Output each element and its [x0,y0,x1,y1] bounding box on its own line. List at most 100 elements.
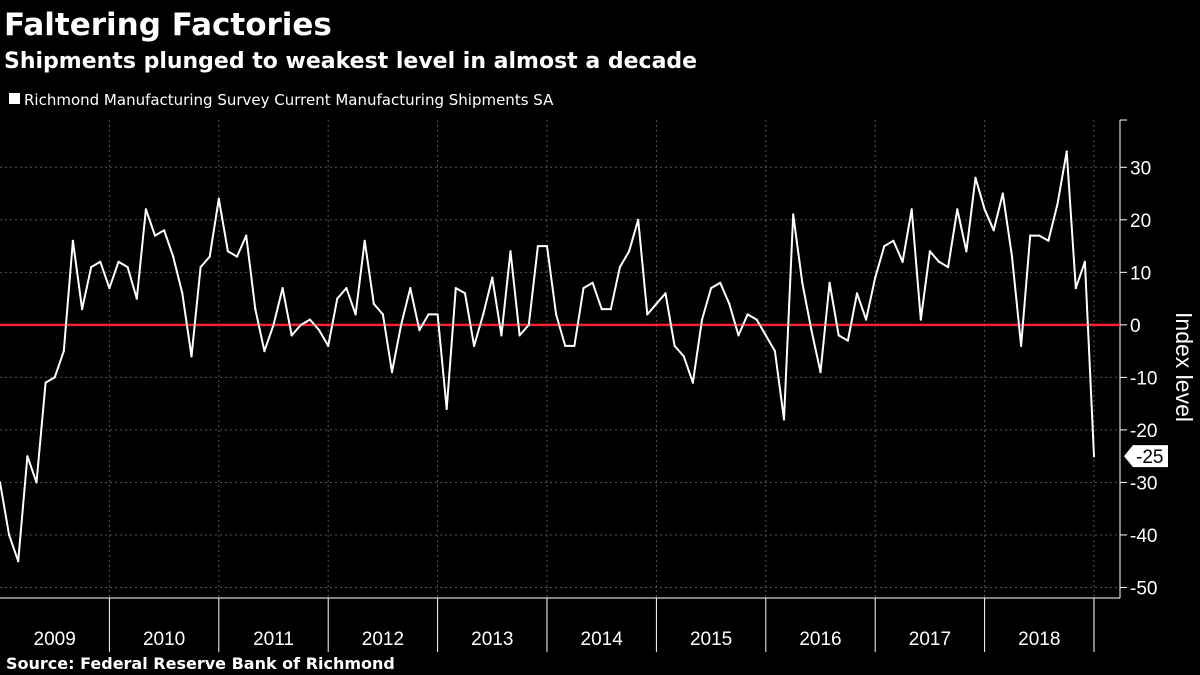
data-point [190,355,193,358]
y-tick-label: 0 [1130,316,1141,337]
x-tick-label: 2013 [471,629,513,650]
chart-subtitle: Shipments plunged to weakest level in al… [4,49,697,74]
data-point [363,239,366,242]
data-point [235,255,239,258]
data-point [855,292,859,295]
y-tick-label: 10 [1130,263,1151,284]
data-point [263,350,266,353]
data-point [637,218,640,221]
y-tick-label: -20 [1130,421,1157,442]
data-point [208,255,211,258]
data-point [883,245,886,248]
data-point [500,334,503,337]
data-point [992,229,995,232]
data-point [1056,202,1059,206]
data-point [354,313,357,316]
data-point [1038,234,1041,237]
data-point [473,344,476,347]
data-point [400,323,403,326]
data-point [983,208,986,211]
legend-swatch [9,93,20,104]
data-point [144,208,147,211]
legend-label: Richmond Manufacturing Survey Current Ma… [24,91,554,109]
data-point [628,250,631,253]
data-point [710,287,713,290]
data-point [910,208,913,211]
x-tick-label: 2009 [34,629,76,650]
x-tick-label: 2016 [799,629,841,650]
data-point [327,344,330,347]
data-point [482,313,485,316]
data-point [226,250,229,253]
data-point [609,308,612,311]
data-point [655,302,658,305]
data-point [555,313,558,316]
data-point [646,313,649,316]
data-point [545,245,549,248]
series-layer: -25 [0,150,1168,563]
data-point [1010,255,1014,258]
data-point [600,308,603,311]
data-point [937,260,941,263]
data-point [290,334,293,337]
end-value-label: -25 [1136,447,1163,468]
data-point [901,260,904,263]
data-point [245,234,248,237]
y-tick-label: 20 [1130,211,1151,232]
data-point [837,334,840,337]
data-point [865,318,868,321]
source-note: Source: Federal Reserve Bank of Richmond [6,654,395,673]
data-point [436,313,439,316]
data-point [272,323,275,326]
data-point [1083,260,1086,263]
data-point [591,281,594,284]
data-point [974,176,977,179]
data-point [1092,455,1096,458]
data-point [62,350,65,353]
data-point [172,255,175,258]
data-point [418,329,421,332]
data-point [99,260,102,263]
data-point [737,334,740,337]
data-point [126,266,129,269]
data-point [0,481,2,484]
data-point [965,250,968,253]
data-point [381,313,384,316]
data-point [135,297,138,300]
x-tick-label: 2011 [253,629,294,650]
data-point [336,297,339,300]
data-point [44,381,47,384]
data-point [792,213,795,216]
data-point [299,323,302,326]
data-point [1001,192,1004,195]
data-point [35,481,38,484]
data-point [892,239,895,242]
data-point [527,323,530,326]
data-point [719,281,722,284]
data-point [746,313,749,316]
data-point [536,245,540,248]
y-tick-label: -10 [1130,368,1157,389]
data-point [509,250,512,253]
data-point [108,287,111,290]
x-tick-label: 2015 [690,629,732,650]
data-point [463,292,467,295]
data-point [819,371,822,374]
data-point [728,302,731,305]
data-point [1065,150,1068,153]
data-point [919,318,922,321]
data-point [1020,344,1023,347]
data-point [153,234,157,237]
data-point [81,308,84,311]
data-point [1074,287,1077,290]
y-tick-label: -40 [1130,526,1157,547]
data-point [445,407,448,410]
x-axis: 2009 2010 2011 2012 2013 2014 2015 2016 2017 2018 [0,597,1120,652]
end-value-badge [1124,445,1168,468]
y-tick-label: -30 [1130,473,1157,494]
chart-title: Faltering Factories [4,7,332,43]
data-point [17,560,20,563]
data-point [199,266,202,269]
x-tick-label: 2018 [1018,629,1060,650]
